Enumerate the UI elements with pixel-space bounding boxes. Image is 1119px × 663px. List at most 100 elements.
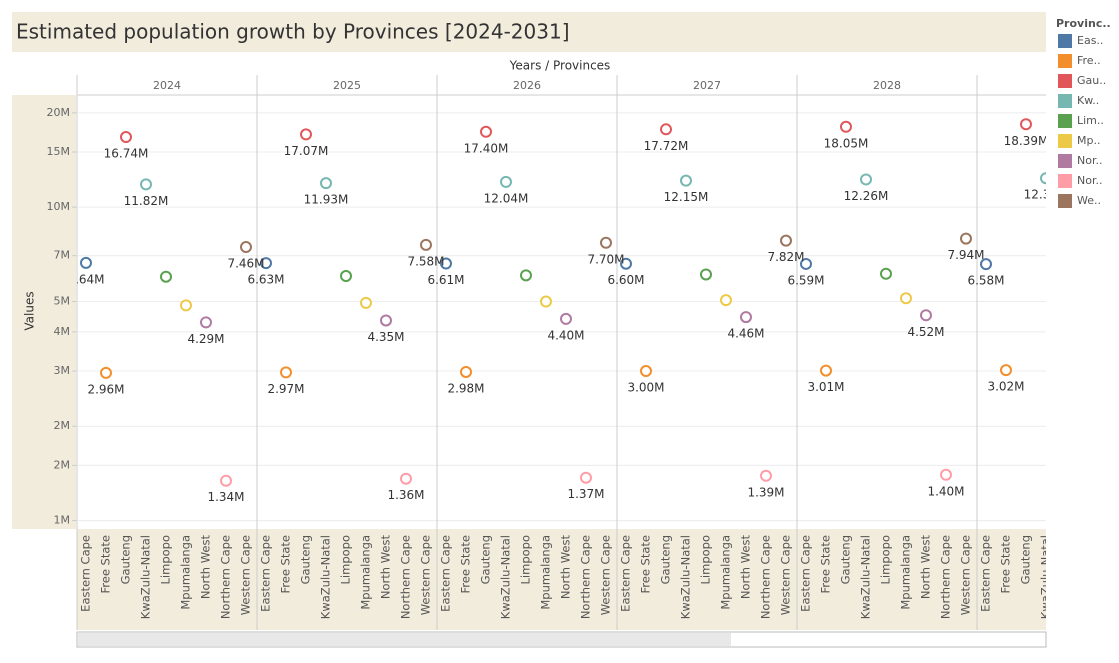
data-label: 7.94M — [947, 248, 984, 262]
data-label: 2.97M — [267, 382, 304, 396]
data-label: 17.72M — [644, 139, 689, 153]
data-label: 3.00M — [627, 381, 664, 395]
scrollbar-thumb[interactable] — [78, 633, 731, 646]
point — [1041, 173, 1051, 183]
legend-label: Gau.. — [1077, 74, 1106, 87]
legend-swatch — [1058, 54, 1072, 68]
x-tick-label: KwaZulu-Natal — [1039, 535, 1053, 619]
x-tick-label: Gauteng — [839, 535, 853, 584]
point — [141, 179, 151, 189]
x-tick-label: Eastern Cape — [979, 535, 993, 612]
data-label: 6.63M — [247, 273, 284, 287]
data-label: 6.61M — [427, 273, 464, 287]
x-tick-label: Free State — [999, 535, 1013, 594]
point — [321, 178, 331, 188]
y-tick-label: 7M — [54, 249, 71, 262]
x-tick-label: Western Cape — [779, 535, 793, 615]
chart-title: Estimated population growth by Provinces… — [16, 20, 570, 44]
point — [601, 238, 611, 248]
legend-swatch — [1058, 174, 1072, 188]
data-label: 7.70M — [587, 252, 624, 266]
legend-swatch — [1058, 134, 1072, 148]
x-tick-label: Free State — [99, 535, 113, 594]
point — [901, 293, 911, 303]
data-label: 1.36M — [387, 488, 424, 502]
y-axis-title: Values — [23, 291, 37, 330]
point — [461, 367, 471, 377]
legend-swatch — [1058, 194, 1072, 208]
x-tick-label: Mpumalanga — [1079, 535, 1093, 610]
point — [361, 298, 371, 308]
legend-swatch — [1058, 34, 1072, 48]
x-tick-label: Gauteng — [1019, 535, 1033, 584]
y-tick-label: 15M — [47, 145, 71, 158]
point — [241, 242, 251, 252]
x-tick-label: Eastern Cape — [259, 535, 273, 612]
x-tick-label: Northern Cape — [759, 535, 773, 619]
point — [221, 476, 231, 486]
legend-label: Nor.. — [1077, 174, 1102, 187]
x-tick-label: Limpopo — [1059, 535, 1073, 584]
data-label: 11.93M — [304, 193, 349, 207]
legend-label: Eas.. — [1077, 34, 1103, 47]
point — [881, 269, 891, 279]
point — [161, 272, 171, 282]
x-tick-label: KwaZulu-Natal — [679, 535, 693, 619]
point — [841, 122, 851, 132]
point — [581, 473, 591, 483]
x-tick-label: Mpumalanga — [899, 535, 913, 610]
point — [301, 129, 311, 139]
x-tick-label: Eastern Cape — [79, 535, 93, 612]
point — [121, 132, 131, 142]
y-tick-label: 2M — [54, 458, 71, 471]
point — [561, 314, 571, 324]
x-tick-label: Free State — [279, 535, 293, 594]
x-tick-label: Gauteng — [479, 535, 493, 584]
x-tick-label: North West — [559, 535, 573, 600]
x-tick-label: North West — [199, 535, 213, 600]
data-label: 1.40M — [927, 484, 964, 498]
x-tick-label: Limpopo — [519, 535, 533, 584]
legend-swatch — [1058, 114, 1072, 128]
data-label: 1.34M — [207, 490, 244, 504]
point — [821, 366, 831, 376]
x-tick-label: Northern Cape — [579, 535, 593, 619]
y-tick-label: 20M — [47, 106, 71, 119]
data-label: 17.07M — [284, 144, 329, 158]
point — [421, 240, 431, 250]
x-tick-label: Limpopo — [339, 535, 353, 584]
x-tick-label: Northern Cape — [399, 535, 413, 619]
x-tick-label: Western Cape — [959, 535, 973, 615]
data-label: 16.74M — [104, 147, 149, 161]
legend-title: Provinc.. — [1056, 17, 1111, 30]
legend-label: Kw.. — [1077, 94, 1099, 107]
point — [381, 315, 391, 325]
data-label: 1.39M — [747, 485, 784, 499]
x-tick-label: North West — [1099, 535, 1113, 600]
point — [341, 271, 351, 281]
x-tick-label: Mpumalanga — [539, 535, 553, 610]
legend-label: Lim.. — [1077, 114, 1104, 127]
x-tick-label: Mpumalanga — [719, 535, 733, 610]
point — [661, 124, 671, 134]
point — [401, 474, 411, 484]
point — [281, 367, 291, 377]
legend-label: Fre.. — [1077, 54, 1101, 67]
y-tick-label: 10M — [47, 200, 71, 213]
y-tick-label: 4M — [54, 325, 71, 338]
data-label: 6.58M — [967, 274, 1004, 288]
data-label: 17.40M — [464, 141, 509, 155]
x-tick-label: KwaZulu-Natal — [499, 535, 513, 619]
y-tick-label: 3M — [54, 364, 71, 377]
x-tick-label: North West — [379, 535, 393, 600]
data-label: 6.59M — [787, 273, 824, 287]
data-label: 6.60M — [607, 273, 644, 287]
data-label: 18.05M — [824, 136, 869, 150]
point — [741, 312, 751, 322]
data-label: 4.35M — [367, 330, 404, 344]
x-tick-label: Northern Cape — [219, 535, 233, 619]
x-tick-label: Limpopo — [699, 535, 713, 584]
x-tick-label: Eastern Cape — [619, 535, 633, 612]
data-label: 7.46M — [227, 257, 264, 271]
point — [641, 366, 651, 376]
